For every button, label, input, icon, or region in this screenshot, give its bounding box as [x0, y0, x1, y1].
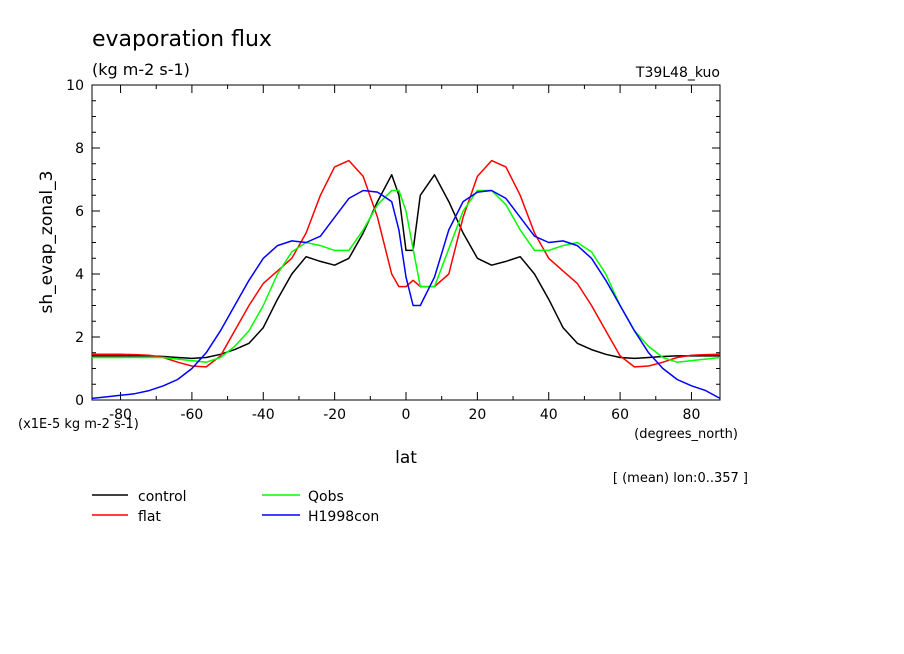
chart-title: evaporation flux	[92, 27, 272, 52]
chart-subtitle: (kg m-2 s-1)	[92, 60, 190, 79]
x-tick-label: 0	[402, 407, 411, 423]
legend-label-qobs: Qobs	[308, 489, 344, 505]
legend-label-control: control	[138, 489, 187, 505]
y-tick-label: 8	[75, 141, 84, 157]
series-line-control	[92, 174, 720, 360]
x-units-label: (degrees_north)	[634, 427, 738, 442]
x-tick-label: 40	[540, 407, 558, 423]
series-line-flat	[92, 159, 721, 368]
x-tick-label: -20	[323, 407, 346, 423]
y-tick-label: 0	[75, 393, 84, 409]
x-tick-label: 80	[683, 407, 701, 423]
plot-frame	[91, 84, 721, 401]
x-tick-label: -60	[180, 407, 203, 423]
y-scale-note: (x1E-5 kg m-2 s-1)	[18, 417, 139, 432]
x-tick-label: 20	[468, 407, 486, 423]
series-lines	[91, 159, 721, 400]
series-line-qobs	[92, 189, 721, 363]
y-tick-label: 4	[75, 267, 84, 283]
y-tick-label: 2	[75, 330, 84, 346]
legend-label-h1998con: H1998con	[308, 509, 379, 525]
axis-ticks	[92, 84, 720, 401]
series-line-h1998con	[91, 189, 721, 400]
x-tick-label: 60	[611, 407, 629, 423]
x-tick-label: -80	[109, 407, 132, 423]
x-axis-label: lat	[395, 448, 417, 468]
x-tick-label: -40	[252, 407, 275, 423]
tick-labels: -80 -60 -40 -20 0 20 40 60 80 0 2 4 6 8 10	[66, 78, 700, 423]
y-tick-label: 6	[75, 204, 84, 220]
y-axis-label: sh_evap_zonal_3	[37, 171, 57, 314]
legend-label-flat: flat	[138, 509, 161, 525]
legend: control flat Qobs H1998con	[92, 489, 379, 525]
run-label: T39L48_kuo	[635, 65, 720, 81]
mean-note: [ (mean) lon:0..357 ]	[613, 471, 748, 486]
y-tick-label: 10	[66, 78, 84, 94]
